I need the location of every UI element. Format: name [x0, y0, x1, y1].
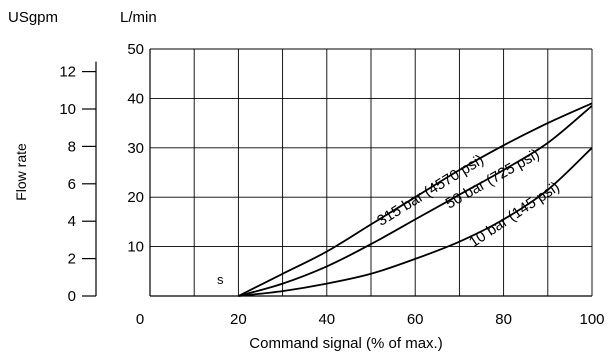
y-tick-label-primary: 10 — [127, 239, 144, 256]
y-tick-label-secondary: 4 — [68, 213, 76, 230]
x-tick-label: 20 — [230, 311, 247, 328]
marker-s-label: s — [217, 272, 224, 287]
x-tick-label: 80 — [495, 311, 512, 328]
series-labels: 315 bar (4570 psi)50 bar (725 psi)10 bar… — [374, 146, 563, 251]
tick-labels: 0 2 4 6 8 10 12 10 20 30 40 50 0 20 40 60 80 100 — [59, 41, 604, 328]
y-tick-label-primary: 40 — [127, 90, 144, 107]
y-tick-label-primary: 50 — [127, 41, 144, 58]
y-tick-label-secondary: 2 — [68, 251, 76, 268]
axes — [82, 49, 592, 297]
series-line-1 — [238, 105, 593, 297]
y-tick-label-secondary: 12 — [59, 64, 76, 81]
x-tick-label: 40 — [318, 311, 335, 328]
x-axis-label: Command signal (% of max.) — [249, 335, 442, 352]
series-line-2 — [238, 147, 593, 297]
y-tick-label-secondary: 8 — [68, 138, 76, 155]
y-axis-label: Flow rate — [13, 143, 29, 201]
grid — [150, 48, 593, 296]
series-lines — [237, 102, 593, 297]
y-tick-label-primary: 20 — [127, 189, 144, 206]
y-tick-label-secondary: 6 — [68, 176, 76, 193]
y-tick-label-primary: 30 — [127, 140, 144, 157]
x-tick-label: 100 — [579, 311, 604, 328]
y-unit-primary: L/min — [120, 9, 157, 26]
x-tick-label: 0 — [136, 311, 144, 328]
y-tick-label-secondary: 10 — [59, 101, 76, 118]
y-tick-label-secondary: 0 — [68, 288, 76, 305]
x-tick-label: 60 — [407, 311, 424, 328]
y-unit-secondary: USgpm — [8, 9, 58, 26]
series-line-0 — [237, 102, 593, 297]
